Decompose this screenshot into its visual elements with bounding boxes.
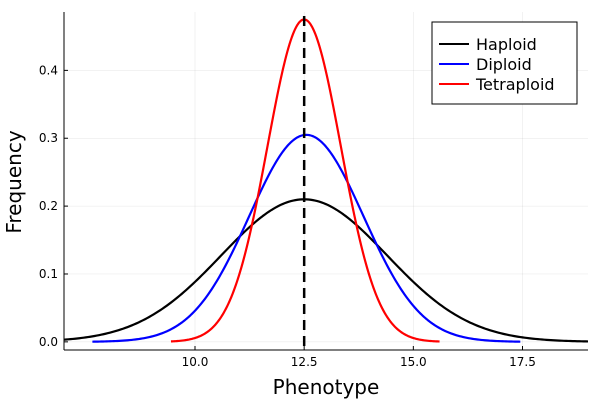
y-axis-title: Frequency: [2, 130, 26, 233]
tick-labels: 10.0 12.5 15.0 17.5 0.0 0.1 0.2 0.3 0.4: [39, 63, 536, 369]
x-tick-label: 15.0: [400, 355, 427, 369]
series-line-haploid: [63, 198, 589, 343]
series-line-diploid: [92, 133, 521, 343]
x-tick-label: 10.0: [182, 355, 209, 369]
y-tick-label: 0.1: [39, 267, 58, 281]
y-tick-label: 0.3: [39, 131, 58, 145]
y-tick-label: 0.4: [39, 63, 58, 77]
legend-label: Tetraploid: [475, 75, 555, 94]
legend-label: Diploid: [476, 55, 532, 74]
x-axis-title: Phenotype: [273, 375, 380, 399]
x-tick-label: 17.5: [509, 355, 536, 369]
axes: [63, 12, 588, 351]
y-tick-label: 0.0: [39, 335, 58, 349]
y-tick-label: 0.2: [39, 199, 58, 213]
legend-label: Haploid: [476, 35, 537, 54]
x-tick-label: 12.5: [291, 355, 318, 369]
